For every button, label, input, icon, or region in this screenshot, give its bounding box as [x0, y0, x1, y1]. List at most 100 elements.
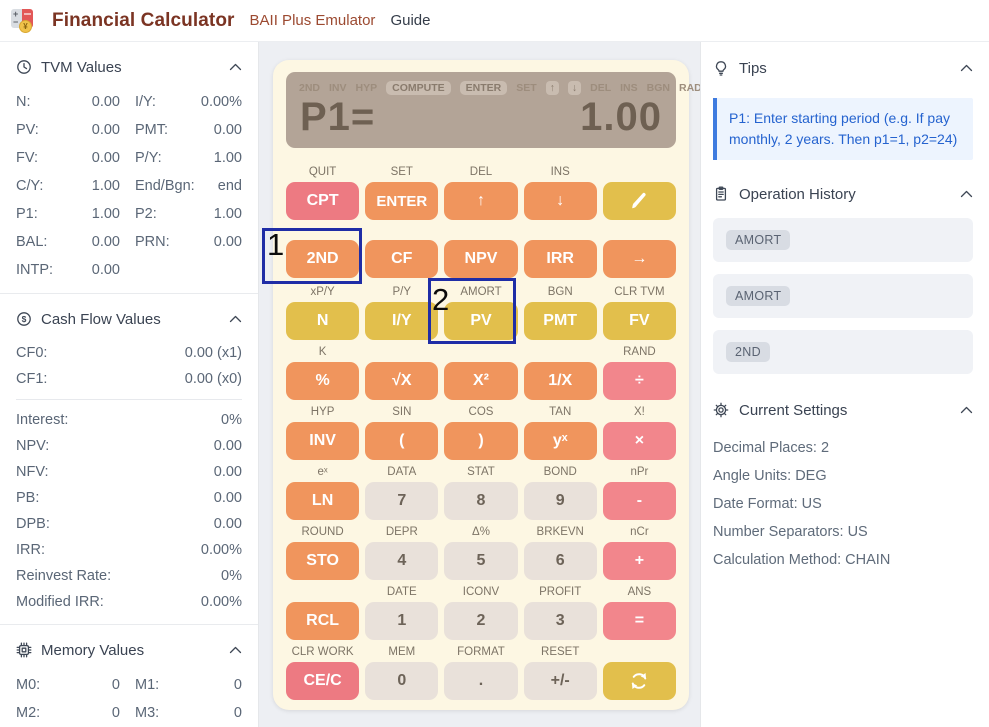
key-pv[interactable]: PV: [444, 302, 518, 340]
key-arrow-down[interactable]: ↓: [523, 182, 597, 220]
memory-section: Memory Values M0:0 M1:0 M2:0 M3:0 M4:0 M…: [0, 624, 258, 727]
key-enter[interactable]: ENTER: [365, 182, 439, 220]
metric-label: Reinvest Rate:: [16, 568, 112, 584]
key-0[interactable]: 0: [365, 662, 439, 700]
tips-collapse-chevron[interactable]: [960, 64, 973, 72]
key-divide[interactable]: ÷: [602, 362, 676, 400]
page-title: Financial Calculator: [52, 9, 235, 31]
indicator-hyp: HYP: [355, 82, 378, 94]
key-ln[interactable]: LN: [286, 482, 360, 520]
history-operation-badge: AMORT: [726, 286, 791, 306]
second-function-label: eˣ: [317, 466, 328, 478]
second-function-label: CLR WORK: [291, 646, 354, 658]
key-cpt[interactable]: CPT: [286, 182, 360, 220]
info-sidebar: Tips P1: Enter starting period (e.g. If …: [700, 42, 989, 727]
second-function-label: AMORT: [460, 286, 502, 298]
settings-collapse-chevron[interactable]: [960, 406, 973, 414]
key-3[interactable]: 3: [523, 602, 597, 640]
key-dot[interactable]: .: [444, 662, 518, 700]
history-clipboard-icon: [715, 186, 727, 201]
second-function-label: ANS: [627, 586, 652, 598]
key-power[interactable]: yˣ: [523, 422, 597, 460]
key-percent[interactable]: %: [286, 362, 360, 400]
setting-date-format: Date Format: US: [713, 496, 822, 512]
settings-list: Decimal Places: 2 Angle Units: DEG Date …: [713, 434, 973, 574]
key-arrow-up[interactable]: ↑: [444, 182, 518, 220]
key-inv[interactable]: INV: [286, 422, 360, 460]
tvm-value: 0.00: [213, 122, 242, 138]
history-item: AMORT: [713, 218, 973, 262]
key-reciprocal[interactable]: 1/X: [523, 362, 597, 400]
metric-label: Interest:: [16, 412, 69, 428]
key-arrow-right[interactable]: →: [602, 240, 676, 278]
tvm-value: 1.00: [213, 206, 242, 222]
key-theme-brush[interactable]: [602, 182, 676, 220]
cashflow-section: $ Cash Flow Values CF0: 0.00 (x1) CF1: 0.0…: [0, 293, 258, 624]
second-function-label: [603, 164, 676, 180]
key-5[interactable]: 5: [444, 542, 518, 580]
app-header: + − ¥ Financial Calculator BAII Plus Emul…: [0, 0, 989, 42]
key-rcl[interactable]: RCL: [286, 602, 360, 640]
second-function-label: DEPR: [385, 526, 418, 538]
key-1[interactable]: 1: [365, 602, 439, 640]
key-7[interactable]: 7: [365, 482, 439, 520]
key-n[interactable]: N: [286, 302, 360, 340]
second-function-label: P/Y: [392, 286, 412, 298]
history-section-title: Operation History: [739, 185, 856, 203]
memory-chip-icon: [16, 642, 32, 658]
tvm-value: 0.00: [91, 122, 120, 138]
nav-guide[interactable]: Guide: [390, 12, 431, 29]
key-sqrt[interactable]: √X: [365, 362, 439, 400]
key-pmt[interactable]: PMT: [523, 302, 597, 340]
key-plus[interactable]: +: [602, 542, 676, 580]
key-iy[interactable]: I/Y: [365, 302, 439, 340]
key-2[interactable]: 2: [444, 602, 518, 640]
cashflow-metric-row: IRR: 0.00%: [16, 537, 242, 563]
key-fv[interactable]: FV: [602, 302, 676, 340]
second-function-label: PROFIT: [539, 586, 582, 598]
key-equals[interactable]: =: [602, 602, 676, 640]
metric-label: NPV:: [16, 438, 50, 454]
second-function-label: STAT: [467, 466, 495, 478]
cashflow-section-title: Cash Flow Values: [41, 310, 161, 328]
indicator-bgn: BGN: [646, 82, 670, 94]
key-refresh[interactable]: [602, 662, 676, 700]
memory-row: M2: 0 M3: 0: [16, 699, 242, 727]
tip-message: P1: Enter starting period (e.g. If pay m…: [713, 98, 973, 160]
key-4[interactable]: 4: [365, 542, 439, 580]
memory-value: 0: [111, 705, 120, 721]
key-cec[interactable]: CE/C: [286, 662, 360, 700]
key-2nd[interactable]: 2ND: [286, 240, 360, 278]
key-multiply[interactable]: ×: [602, 422, 676, 460]
key-plusminus[interactable]: +/-: [523, 662, 597, 700]
key-6[interactable]: 6: [523, 542, 597, 580]
second-function-label: FORMAT: [457, 646, 505, 658]
second-function-label: [603, 644, 676, 660]
memory-collapse-chevron[interactable]: [229, 646, 242, 654]
cashflow-collapse-chevron[interactable]: [229, 315, 242, 323]
metric-label: Modified IRR:: [16, 594, 104, 610]
setting-angle-units: Angle Units: DEG: [713, 468, 827, 484]
second-function-label: nCr: [630, 526, 649, 538]
metric-label: IRR:: [16, 542, 45, 558]
key-paren-close[interactable]: ): [444, 422, 518, 460]
key-square[interactable]: X²: [444, 362, 518, 400]
history-collapse-chevron[interactable]: [960, 190, 973, 198]
key-paren-open[interactable]: (: [365, 422, 439, 460]
indicator-arrow-up: ↑: [545, 81, 559, 95]
tvm-collapse-chevron[interactable]: [229, 63, 242, 71]
calculator-display: 2ND INV HYP COMPUTE ENTER SET ↑ ↓ DEL IN…: [286, 72, 737, 148]
key-npv[interactable]: NPV: [444, 240, 518, 278]
tvm-label: N:: [16, 94, 31, 110]
key-8[interactable]: 8: [444, 482, 518, 520]
display-indicator-row: 2ND INV HYP COMPUTE ENTER SET ↑ ↓ DEL IN…: [299, 81, 737, 95]
key-sto[interactable]: STO: [286, 542, 360, 580]
tvm-row: C/Y: 1.00 End/Bgn: end: [16, 172, 242, 200]
key-9[interactable]: 9: [523, 482, 597, 520]
nav-baii-plus-emulator[interactable]: BAII Plus Emulator: [249, 12, 376, 29]
key-minus[interactable]: -: [602, 482, 676, 520]
second-function-label: ICONV: [462, 586, 500, 598]
key-cf[interactable]: CF: [365, 240, 439, 278]
key-irr[interactable]: IRR: [523, 240, 597, 278]
cashflow-row: CF1: 0.00 (x0): [16, 366, 242, 392]
